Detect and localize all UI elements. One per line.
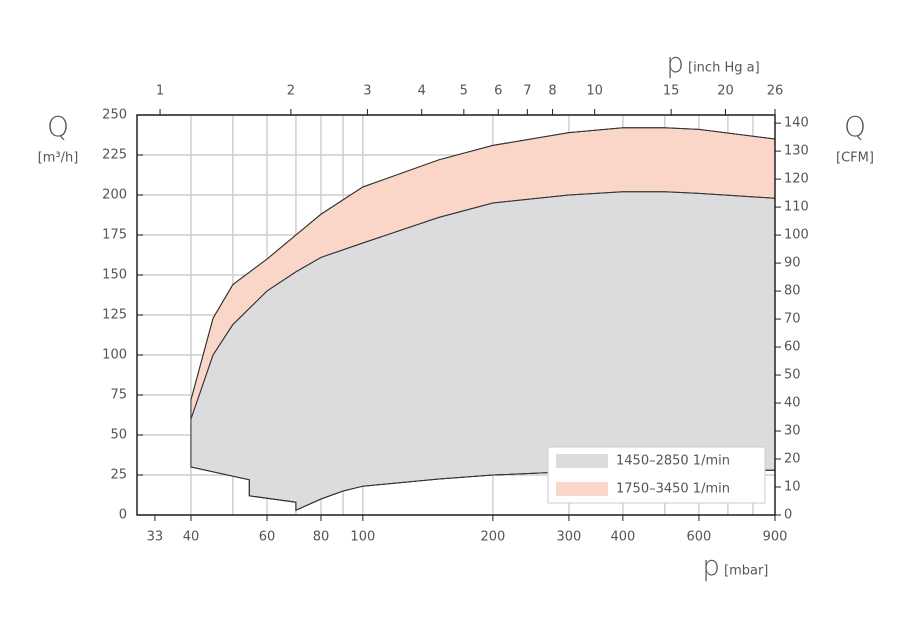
x2-tick-label: 7 — [523, 84, 531, 99]
x2-label-symbol: p — [666, 46, 684, 79]
area-line — [190, 127, 776, 400]
legend-label: 1750–3450 1/min — [616, 482, 730, 497]
legend-swatch — [556, 482, 608, 496]
y2-tick-label: 60 — [784, 340, 801, 355]
x-tick-label: 400 — [610, 530, 635, 545]
y2-tick-label: 70 — [784, 312, 801, 327]
y-tick-label: 150 — [102, 268, 127, 283]
y2-tick-label: 30 — [784, 424, 801, 439]
x-tick-label: 600 — [687, 530, 712, 545]
x2-tick-label: 10 — [586, 84, 603, 99]
x2-label-unit: [inch Hg a] — [688, 61, 760, 76]
legend-label: 1450–2850 1/min — [616, 454, 730, 469]
x2-tick-label: 4 — [418, 84, 426, 99]
y-tick-label: 75 — [110, 388, 127, 403]
x-tick-label: 200 — [480, 530, 505, 545]
y-tick-label: 125 — [102, 308, 127, 323]
x2-tick-label: 6 — [494, 84, 502, 99]
x2-tick-label: 20 — [717, 84, 734, 99]
legend-swatch — [556, 454, 608, 468]
y-tick-label: 100 — [102, 348, 127, 363]
x-label-unit: [mbar] — [724, 564, 768, 579]
y-tick-label: 200 — [102, 188, 127, 203]
x2-tick-label: 5 — [460, 84, 468, 99]
y-tick-label: 25 — [110, 468, 127, 483]
x-tick-label: 80 — [313, 530, 330, 545]
y2-tick-label: 100 — [784, 228, 809, 243]
y2-tick-label: 40 — [784, 396, 801, 411]
y2-tick-label: 120 — [784, 172, 809, 187]
y-tick-label: 225 — [102, 148, 127, 163]
y2-tick-label: 140 — [784, 116, 809, 131]
y2-tick-label: 110 — [784, 200, 809, 215]
x2-tick-label: 3 — [363, 84, 371, 99]
x-label-symbol: p — [702, 549, 720, 582]
y-label-symbol: Q — [47, 110, 69, 143]
y2-tick-label: 50 — [784, 368, 801, 383]
y2-tick-label: 130 — [784, 144, 809, 159]
x2-tick-label: 15 — [663, 84, 680, 99]
y2-tick-label: 0 — [784, 508, 792, 523]
x2-tick-label: 1 — [156, 84, 164, 99]
x-tick-label: 900 — [763, 530, 788, 545]
y-tick-label: 175 — [102, 228, 127, 243]
x-tick-label: 300 — [557, 530, 582, 545]
x-tick-label: 60 — [259, 530, 276, 545]
y-tick-label: 250 — [102, 108, 127, 123]
y2-tick-label: 80 — [784, 284, 801, 299]
x-tick-label: 100 — [350, 530, 375, 545]
x-tick-label: 33 — [147, 530, 164, 545]
y2-label-unit: [CFM] — [836, 151, 874, 166]
y2-tick-label: 10 — [784, 480, 801, 495]
x2-tick-label: 8 — [548, 84, 556, 99]
y-tick-label: 0 — [119, 508, 127, 523]
y2-tick-label: 20 — [784, 452, 801, 467]
x2-tick-label: 2 — [287, 84, 295, 99]
x-tick-label: 40 — [183, 530, 200, 545]
y2-label-symbol: Q — [844, 110, 866, 143]
y2-tick-label: 90 — [784, 256, 801, 271]
y-label-unit: [m³/h] — [38, 151, 79, 166]
y-tick-label: 50 — [110, 428, 127, 443]
x2-tick-label: 26 — [767, 84, 784, 99]
area-line — [190, 191, 776, 420]
